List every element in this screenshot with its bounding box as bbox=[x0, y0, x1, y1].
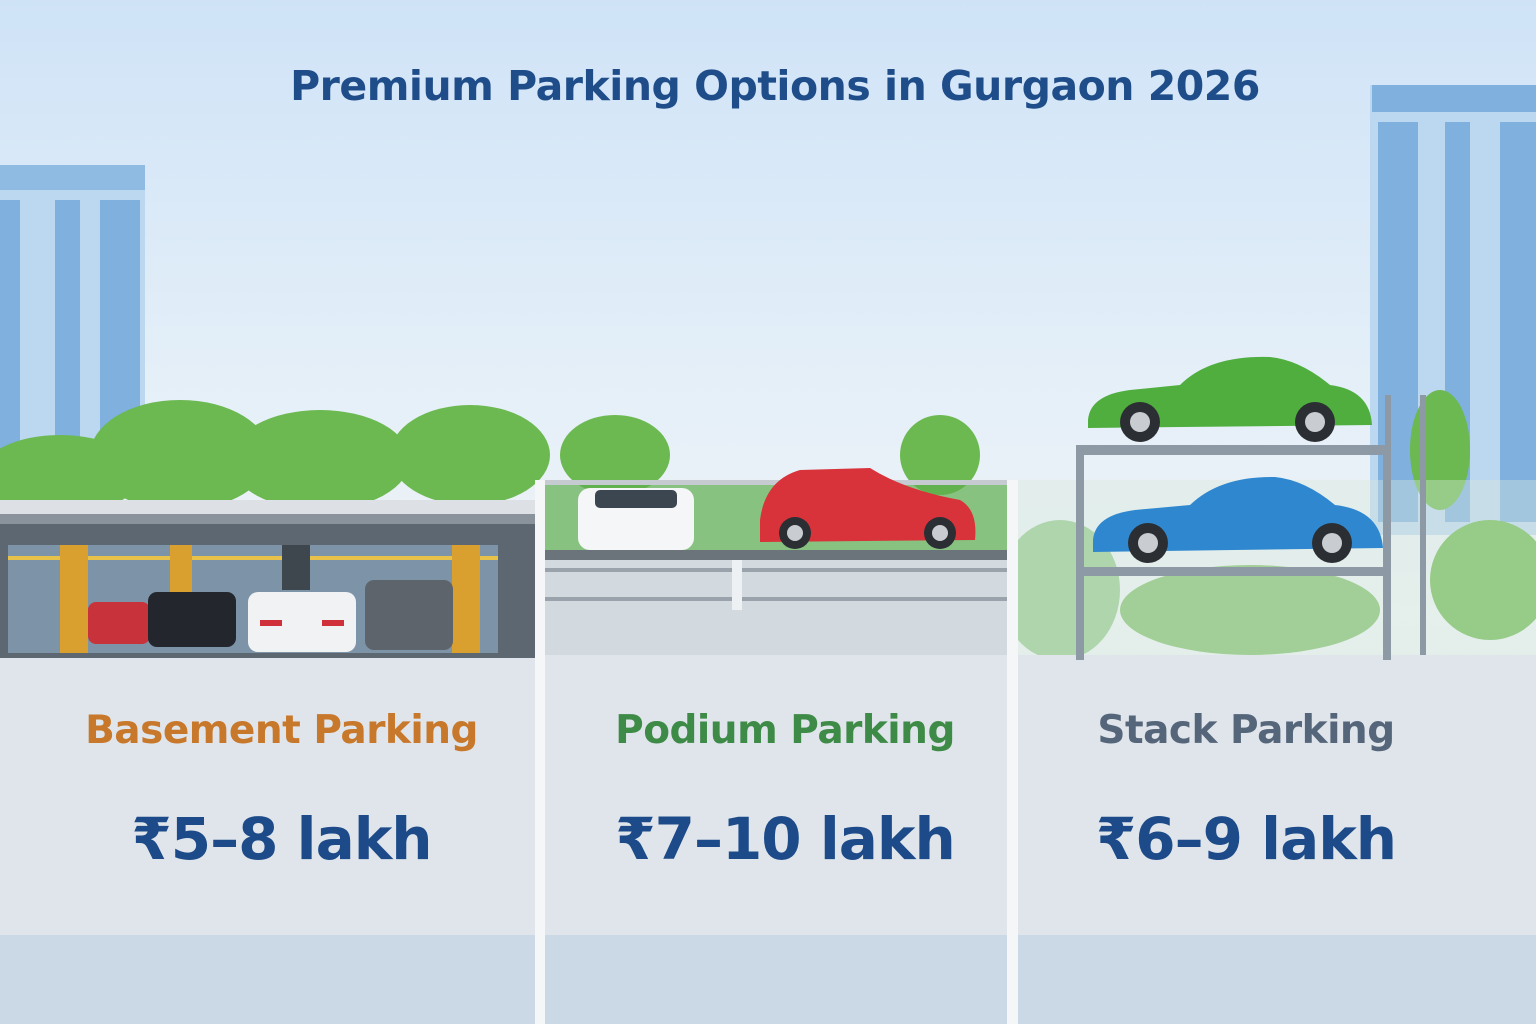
page-title: Premium Parking Options in Gurgaon 2026 bbox=[290, 62, 1260, 110]
podium-cars bbox=[578, 468, 976, 550]
stack-cars bbox=[1088, 356, 1383, 563]
basement-parking-price: ₹5–8 lakh bbox=[131, 805, 432, 873]
stack-parking-price: ₹6–9 lakh bbox=[1095, 805, 1397, 873]
stack-parking-label: Stack Parking bbox=[1097, 708, 1395, 753]
podium-parking-price: ₹7–10 lakh bbox=[615, 805, 956, 873]
stack-lift-frame bbox=[1076, 395, 1426, 660]
trees bbox=[0, 390, 1536, 660]
podium-parking-label: Podium Parking bbox=[615, 708, 955, 753]
basement-cars bbox=[88, 580, 453, 652]
basement-parking-label: Basement Parking bbox=[85, 708, 478, 753]
